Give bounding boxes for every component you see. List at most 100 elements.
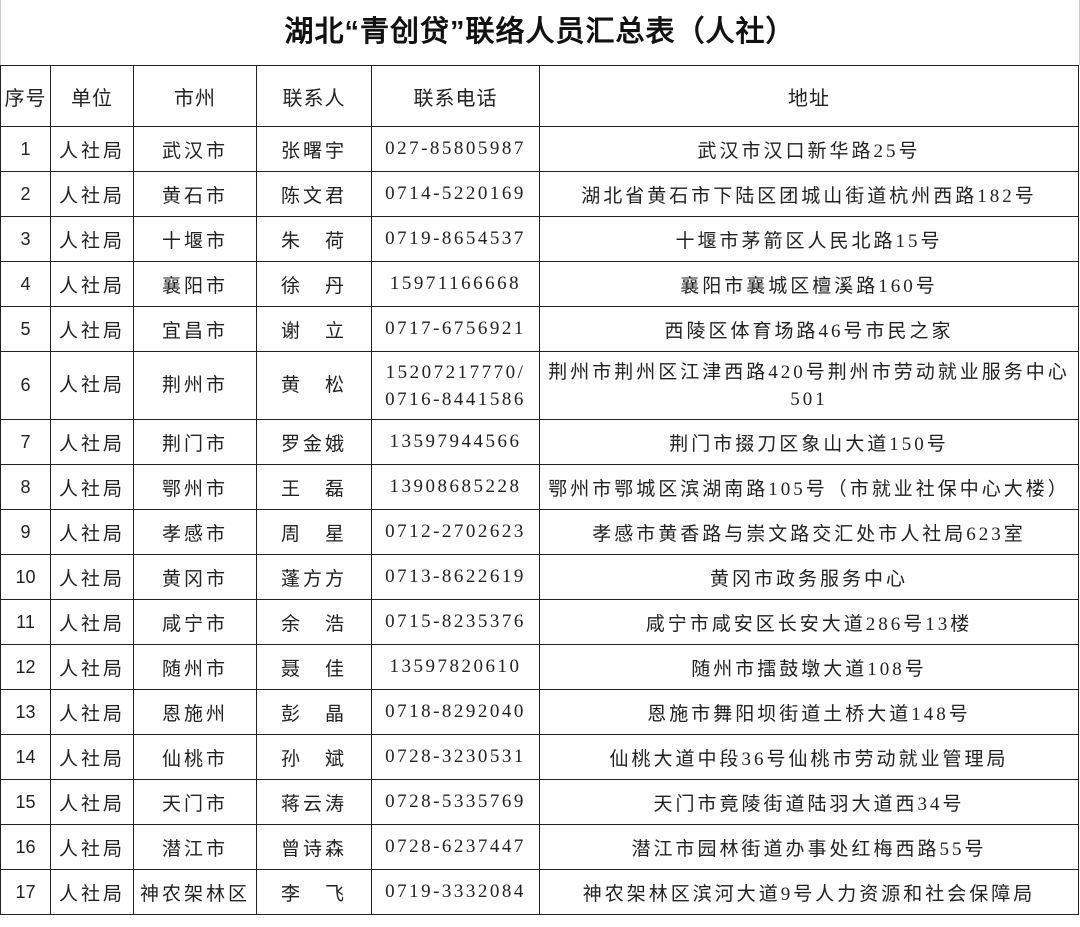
contact-cell: 王 磊 <box>256 464 372 510</box>
index-cell: 14 <box>0 734 51 780</box>
address-cell: 西陵区体育场路46号市民之家 <box>539 306 1079 352</box>
address-cell: 荆门市掇刀区象山大道150号 <box>539 419 1079 465</box>
table-row: 11 人社局 咸宁市余 浩 0715-8235376 咸宁市咸安区长安大道286号13楼 <box>0 599 1079 645</box>
phone-cell: 13597944566 <box>371 419 540 465</box>
contact-cell: 黄 松 <box>256 351 372 420</box>
index-cell: 7 <box>0 419 51 465</box>
address-cell: 天门市竟陵街道陆羽大道西34号 <box>539 779 1079 825</box>
address-cell: 仙桃大道中段36号仙桃市劳动就业管理局 <box>539 734 1079 780</box>
phone-cell: 15207217770/ 0716-8441586 <box>371 351 540 420</box>
city-cell: 荆州市 <box>133 351 257 420</box>
index-cell: 12 <box>0 644 51 690</box>
contact-cell: 彭 晶 <box>256 689 372 735</box>
city-cell: 襄阳市 <box>133 261 257 307</box>
table-row: 17 人社局 神农架林区李 飞 0719-3332084 神农架林区滨河大道9号人力资源… <box>0 869 1079 915</box>
unit-cell: 人社局 <box>50 599 134 645</box>
city-cell: 仙桃市 <box>133 734 257 780</box>
unit-cell: 人社局 <box>50 351 134 420</box>
city-cell: 武汉市 <box>133 126 257 172</box>
index-cell: 3 <box>0 216 51 262</box>
city-cell: 神农架林区 <box>133 869 257 915</box>
address-cell: 武汉市汉口新华路25号 <box>539 126 1079 172</box>
city-cell: 宜昌市 <box>133 306 257 352</box>
phone-cell: 0728-6237447 <box>371 824 540 870</box>
header-index: 序号 <box>0 65 51 127</box>
phone-cell: 0715-8235376 <box>371 599 540 645</box>
table-row: 14 人社局 仙桃市孙 斌 0728-3230531 仙桃大道中段36号仙桃市劳动就业管… <box>0 734 1079 780</box>
contact-cell: 余 浩 <box>256 599 372 645</box>
contact-cell: 周 星 <box>256 509 372 555</box>
index-cell: 15 <box>0 779 51 825</box>
city-cell: 黄冈市 <box>133 554 257 600</box>
address-cell: 湖北省黄石市下陆区团城山街道杭州西路182号 <box>539 171 1079 217</box>
unit-cell: 人社局 <box>50 171 134 217</box>
contact-cell: 蓬方方 <box>256 554 372 600</box>
index-cell: 16 <box>0 824 51 870</box>
table-row: 2 人社局 黄石市 陈文君 0714-5220169 湖北省黄石市下陆区团城山街道杭州西路… <box>0 171 1079 217</box>
phone-cell: 0718-8292040 <box>371 689 540 735</box>
header-address: 地址 <box>539 65 1079 127</box>
unit-cell: 人社局 <box>50 869 134 915</box>
table-row: 9 人社局 孝感市周 星 0712-2702623 孝感市黄香路与崇文路交汇处市人社局6… <box>0 509 1079 555</box>
phone-cell: 0728-5335769 <box>371 779 540 825</box>
phone-cell: 027-85805987 <box>371 126 540 172</box>
unit-cell: 人社局 <box>50 419 134 465</box>
table-row: 1 人社局 武汉市 张曙宇 027-85805987 武汉市汉口新华路25号 <box>0 126 1079 172</box>
unit-cell: 人社局 <box>50 779 134 825</box>
table-row: 4 人社局 襄阳市徐 丹 15971166668 襄阳市襄城区檀溪路160号 <box>0 261 1079 307</box>
unit-cell: 人社局 <box>50 216 134 262</box>
unit-cell: 人社局 <box>50 261 134 307</box>
index-cell: 4 <box>0 261 51 307</box>
contact-cell: 李 飞 <box>256 869 372 915</box>
city-cell: 鄂州市 <box>133 464 257 510</box>
header-row: 序号 单位 市州 联系人 联系电话 地址 <box>0 65 1079 127</box>
contact-cell: 张曙宇 <box>256 126 372 172</box>
header-contact: 联系人 <box>256 65 372 127</box>
city-cell: 随州市 <box>133 644 257 690</box>
address-cell: 神农架林区滨河大道9号人力资源和社会保障局 <box>539 869 1079 915</box>
address-cell: 恩施市舞阳坝街道土桥大道148号 <box>539 689 1079 735</box>
city-cell: 恩施州 <box>133 689 257 735</box>
contact-cell: 徐 丹 <box>256 261 372 307</box>
city-cell: 黄石市 <box>133 171 257 217</box>
phone-cell: 0717-6756921 <box>371 306 540 352</box>
phone-cell: 0713-8622619 <box>371 554 540 600</box>
phone-cell: 0728-3230531 <box>371 734 540 780</box>
phone-cell: 0712-2702623 <box>371 509 540 555</box>
table-row: 7 人社局 荆门市 罗金娥 13597944566 荆门市掇刀区象山大道150号 <box>0 419 1079 465</box>
index-cell: 5 <box>0 306 51 352</box>
table-row: 8 人社局 鄂州市王 磊 13908685228 鄂州市鄂城区滨湖南路105号（市就业社… <box>0 464 1079 510</box>
table-row: 3 人社局 十堰市朱 荷 0719-8654537 十堰市茅箭区人民北路15号 <box>0 216 1079 262</box>
contact-cell: 谢 立 <box>256 306 372 352</box>
address-cell: 咸宁市咸安区长安大道286号13楼 <box>539 599 1079 645</box>
contact-cell: 孙 斌 <box>256 734 372 780</box>
index-cell: 2 <box>0 171 51 217</box>
address-cell: 鄂州市鄂城区滨湖南路105号（市就业社保中心大楼） <box>539 464 1079 510</box>
index-cell: 10 <box>0 554 51 600</box>
table-row: 12 人社局 随州市聂 佳 13597820610 随州市擂鼓墩大道108号 <box>0 644 1079 690</box>
contact-cell: 陈文君 <box>256 171 372 217</box>
unit-cell: 人社局 <box>50 306 134 352</box>
index-cell: 13 <box>0 689 51 735</box>
city-cell: 潜江市 <box>133 824 257 870</box>
header-city: 市州 <box>133 65 257 127</box>
phone-cell: 0719-8654537 <box>371 216 540 262</box>
address-cell: 孝感市黄香路与崇文路交汇处市人社局623室 <box>539 509 1079 555</box>
phone-cell: 13908685228 <box>371 464 540 510</box>
table-row: 10 人社局 黄冈市 蓬方方 0713-8622619 黄冈市政务服务中心 <box>0 554 1079 600</box>
address-cell: 荆州市荆州区江津西路420号荆州市劳动就业服务中心501 <box>539 351 1079 420</box>
document-title: 湖北“青创贷”联络人员汇总表（人社） <box>0 0 1080 65</box>
table-row: 5 人社局 宜昌市谢 立 0717-6756921 西陵区体育场路46号市民之家 <box>0 306 1079 352</box>
table-row: 15 人社局 天门市 蒋云涛 0728-5335769 天门市竟陵街道陆羽大道西34号 <box>0 779 1079 825</box>
unit-cell: 人社局 <box>50 126 134 172</box>
address-cell: 随州市擂鼓墩大道108号 <box>539 644 1079 690</box>
unit-cell: 人社局 <box>50 689 134 735</box>
city-cell: 天门市 <box>133 779 257 825</box>
header-phone: 联系电话 <box>371 65 540 127</box>
table-row: 6 人社局 荆州市黄 松 15207217770/ 0716-8441586 荆州市荆州… <box>0 351 1079 420</box>
table-row: 13 人社局 恩施州彭 晶 0718-8292040 恩施市舞阳坝街道土桥大道148号 <box>0 689 1079 735</box>
table-row: 16 人社局 潜江市 曾诗森 0728-6237447 潜江市园林街道办事处红梅西路55号 <box>0 824 1079 870</box>
address-cell: 黄冈市政务服务中心 <box>539 554 1079 600</box>
contact-table: 序号 单位 市州 联系人 联系电话 地址 1 人社局 武汉市 张曙宇 027-85805… <box>0 65 1079 915</box>
index-cell: 1 <box>0 126 51 172</box>
